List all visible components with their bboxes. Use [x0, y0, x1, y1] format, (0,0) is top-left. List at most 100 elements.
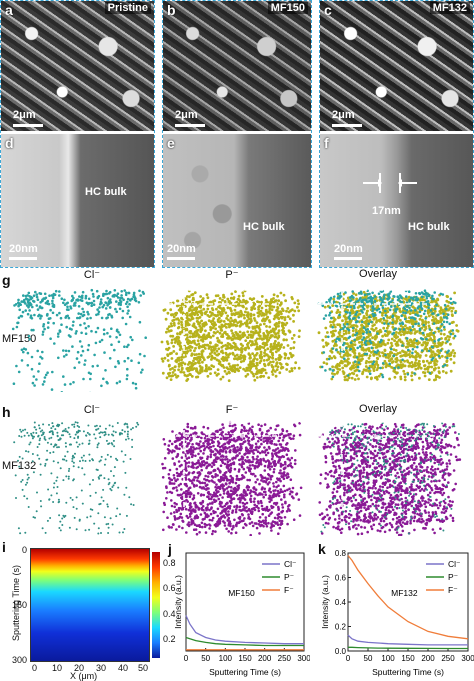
tof-point — [331, 339, 335, 343]
tof-point — [348, 335, 352, 339]
tof-point — [340, 361, 344, 365]
tof-point — [67, 477, 70, 480]
tof-point — [210, 350, 214, 354]
tof-point — [106, 316, 109, 319]
tof-point — [275, 322, 278, 325]
tof-point — [97, 312, 100, 316]
tof-point — [376, 357, 380, 361]
tof-point — [289, 432, 292, 436]
tof-point — [21, 310, 25, 314]
tof-point — [108, 306, 112, 309]
tof-point — [454, 311, 457, 315]
tof-point — [365, 375, 369, 379]
tof-point — [190, 304, 194, 308]
tof-point — [236, 321, 240, 325]
tof-point — [212, 323, 215, 327]
tof-point — [420, 295, 424, 299]
tof-point — [123, 289, 126, 292]
tof-point — [373, 295, 377, 298]
tof-point — [431, 315, 435, 319]
tof-point — [74, 421, 77, 424]
tof-point — [330, 377, 334, 381]
tof-point — [112, 439, 115, 442]
tof-point — [418, 362, 421, 366]
tof-point — [61, 458, 64, 461]
tof-point — [98, 477, 101, 480]
tof-point — [124, 302, 128, 306]
tof-point — [141, 290, 145, 294]
tof-point — [398, 338, 402, 342]
tof-point — [329, 296, 333, 300]
tof-point — [31, 381, 35, 385]
tof-point — [33, 421, 36, 424]
tof-point — [280, 321, 284, 325]
tof-point — [33, 435, 35, 438]
tof-point — [237, 347, 241, 351]
tof-point — [104, 458, 107, 461]
tof-point — [75, 528, 78, 531]
tof-point — [42, 433, 45, 436]
tof-point — [64, 442, 67, 445]
tof-point — [267, 331, 271, 335]
tof-point — [353, 338, 356, 342]
tof-point — [351, 343, 355, 346]
tof-point — [84, 294, 88, 298]
tof-point — [257, 308, 260, 311]
tof-point — [213, 313, 216, 317]
tof-point — [289, 490, 293, 493]
tof-point — [409, 331, 413, 335]
tof-point — [399, 363, 402, 367]
tof-point — [419, 301, 423, 305]
tof-point — [243, 316, 246, 320]
tof-point — [202, 442, 205, 445]
tof-point — [259, 375, 263, 378]
tof-point — [391, 315, 394, 319]
tof-point — [435, 360, 439, 363]
tof-point — [344, 332, 348, 335]
tof-point — [367, 356, 371, 360]
tof-point — [143, 354, 146, 358]
tof-point — [53, 293, 57, 296]
tof-point — [221, 461, 225, 465]
tof-point — [417, 322, 420, 325]
tof-point — [258, 354, 262, 358]
tof-point — [411, 351, 414, 355]
tof-point — [357, 361, 361, 364]
tof-point — [116, 507, 119, 510]
tof-point — [98, 306, 101, 309]
tof-point — [85, 434, 88, 437]
tof-point — [105, 289, 108, 293]
tof-point — [46, 519, 49, 522]
tof-point — [249, 312, 253, 316]
tof-point — [289, 309, 292, 313]
tof-point — [182, 371, 186, 374]
tof-point — [357, 377, 360, 381]
tof-point — [221, 344, 225, 348]
tof-point — [263, 464, 267, 468]
tof-point — [344, 291, 347, 294]
tof-point — [269, 490, 273, 494]
tof-point — [231, 424, 234, 428]
tof-point — [180, 323, 184, 327]
tof-point — [233, 318, 237, 322]
tof-point — [77, 305, 81, 308]
tof-point — [29, 441, 32, 444]
tof-point — [87, 301, 91, 305]
tof-point — [374, 327, 378, 330]
tof-point — [432, 318, 436, 321]
tof-point — [114, 307, 117, 311]
tof-point — [109, 517, 112, 520]
tof-point — [277, 532, 280, 535]
tof-point — [278, 371, 282, 375]
tof-point — [410, 371, 414, 374]
tof-point — [405, 305, 409, 308]
tof-point — [350, 376, 354, 380]
tof-point — [201, 344, 205, 348]
tof-point — [237, 294, 241, 298]
tof-point — [200, 327, 204, 331]
tof-point — [194, 476, 197, 479]
tof-point — [214, 347, 217, 350]
tof-point — [255, 370, 259, 374]
tof-point — [65, 430, 68, 433]
tof-point — [240, 349, 244, 353]
